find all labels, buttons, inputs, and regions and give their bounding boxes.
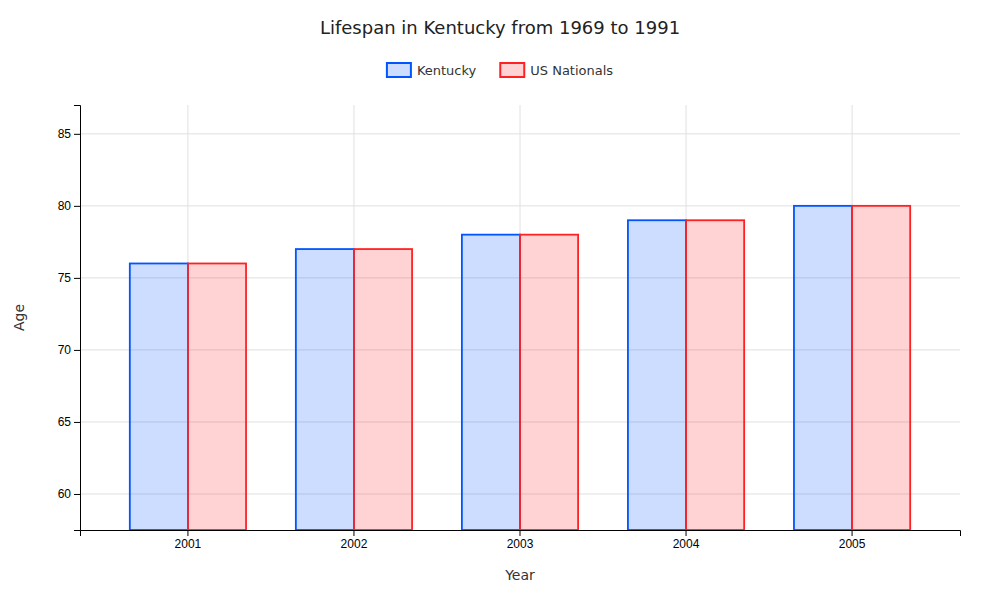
legend-label: Kentucky	[417, 63, 477, 78]
tick-mark	[353, 530, 354, 536]
tick-label: 2004	[673, 537, 700, 551]
bar	[628, 220, 686, 530]
legend-item: Kentucky	[387, 63, 477, 78]
legend: Kentucky US Nationals	[387, 63, 613, 78]
tick-label: 65	[58, 415, 72, 429]
tick-mark	[686, 530, 687, 536]
tick-mark	[852, 530, 853, 536]
bar-series	[130, 206, 852, 530]
tick-label: 85	[58, 127, 72, 141]
tick: 65	[58, 415, 80, 429]
legend-label: US Nationals	[530, 63, 613, 78]
bar	[794, 206, 852, 530]
tick: 2002	[341, 530, 368, 551]
y-axis: 60 65 70 75 80 85	[58, 106, 81, 531]
bar	[462, 235, 520, 530]
plot: 2001 2002 2003 2004 2005 60 65 70 75 80 85	[58, 105, 961, 551]
bar	[520, 235, 578, 530]
legend-swatch	[500, 63, 524, 77]
tick: 80	[58, 199, 80, 213]
tick-label: 80	[58, 199, 72, 213]
bar	[296, 249, 354, 530]
tick-mark	[74, 278, 80, 279]
x-axis: 2001 2002 2003 2004 2005	[81, 530, 961, 551]
bar	[188, 263, 246, 530]
tick: 2005	[839, 530, 866, 551]
x-axis-title: Year	[504, 567, 535, 583]
tick-mark	[74, 206, 80, 207]
bar-series	[188, 206, 910, 530]
tick: 70	[58, 343, 80, 357]
tick: 2001	[175, 530, 202, 551]
tick: 2004	[673, 530, 700, 551]
tick-mark	[74, 494, 80, 495]
tick: 2003	[507, 530, 534, 551]
legend-swatch	[387, 63, 411, 77]
tick-label: 2005	[839, 537, 866, 551]
tick-label: 2002	[341, 537, 368, 551]
bar	[354, 249, 412, 530]
tick-label: 60	[58, 487, 72, 501]
bar	[852, 206, 910, 530]
tick-mark	[187, 530, 188, 536]
tick-mark	[74, 350, 80, 351]
tick: 60	[58, 487, 80, 501]
grid	[80, 105, 960, 530]
bar	[130, 263, 188, 530]
title: Lifespan in Kentucky from 1969 to 1991	[320, 17, 680, 38]
tick-label: 2003	[507, 537, 534, 551]
y-axis-title: Age	[11, 304, 27, 331]
tick: 85	[58, 127, 80, 141]
bars	[130, 206, 910, 530]
axis-line	[81, 531, 961, 537]
tick-mark	[74, 134, 80, 135]
legend-item: US Nationals	[500, 63, 613, 78]
tick-label: 2001	[175, 537, 202, 551]
axis-line	[74, 106, 81, 531]
tick-mark	[74, 422, 80, 423]
tick-label: 75	[58, 271, 72, 285]
chart: 2001 2002 2003 2004 2005 60 65 70 75 80 85 Year Age L…	[0, 0, 1000, 600]
bar	[686, 220, 744, 530]
tick-label: 70	[58, 343, 72, 357]
tick: 75	[58, 271, 80, 285]
tick-mark	[520, 530, 521, 536]
